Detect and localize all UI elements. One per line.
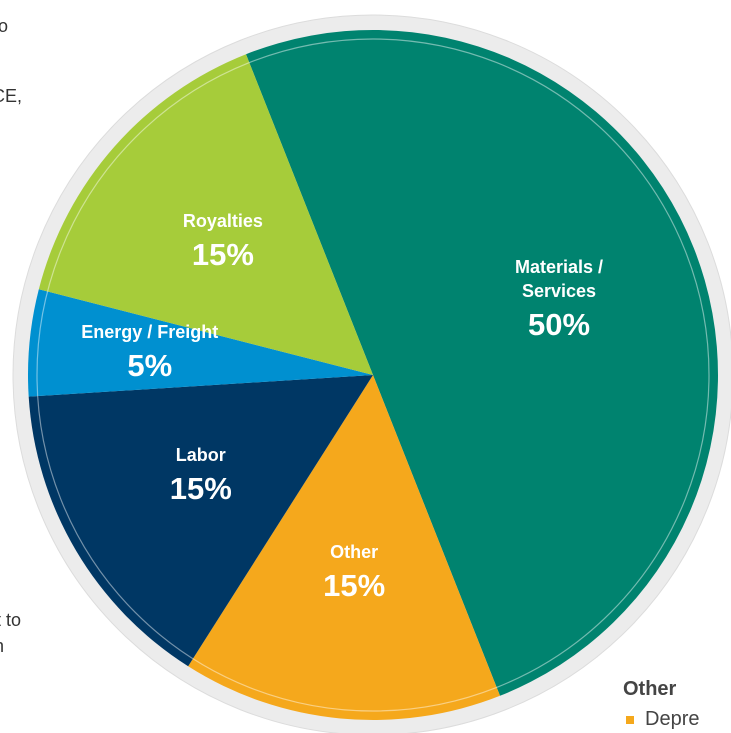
text-fragment: t to [0,610,22,630]
slices [27,30,718,720]
note-title: Other [623,678,677,700]
text-fragment: n [0,636,4,657]
text-fragment: o [0,16,9,36]
slice-value: 15% [323,568,386,604]
slice [245,30,718,696]
slice-label: Royalties 15% [148,209,298,277]
slice-name: Labor [175,444,226,465]
slice-value: 15% [169,470,232,506]
slice-value: 5% [127,347,173,383]
slice [28,375,373,667]
slice-name: Materials / Services [515,257,604,302]
inner-ring [36,38,710,712]
slice [27,289,373,397]
slice [38,54,374,375]
slice-label: Materials / Services 50% [484,255,634,347]
note-bullet [626,716,634,724]
slice-label: Labor 15% [126,443,276,511]
text-fragment: CE, [0,86,23,106]
slice-name: Energy / Freight [81,321,219,342]
slice-value: 50% [528,307,591,343]
slice-value: 15% [191,236,254,272]
slice [188,375,501,720]
slice-label: Other 15% [279,540,429,608]
slice-name: Royalties [182,210,263,231]
slice-name: Other [330,542,379,563]
slice-label: Energy / Freight 5% [75,320,225,388]
note-item: Depre [645,708,700,730]
